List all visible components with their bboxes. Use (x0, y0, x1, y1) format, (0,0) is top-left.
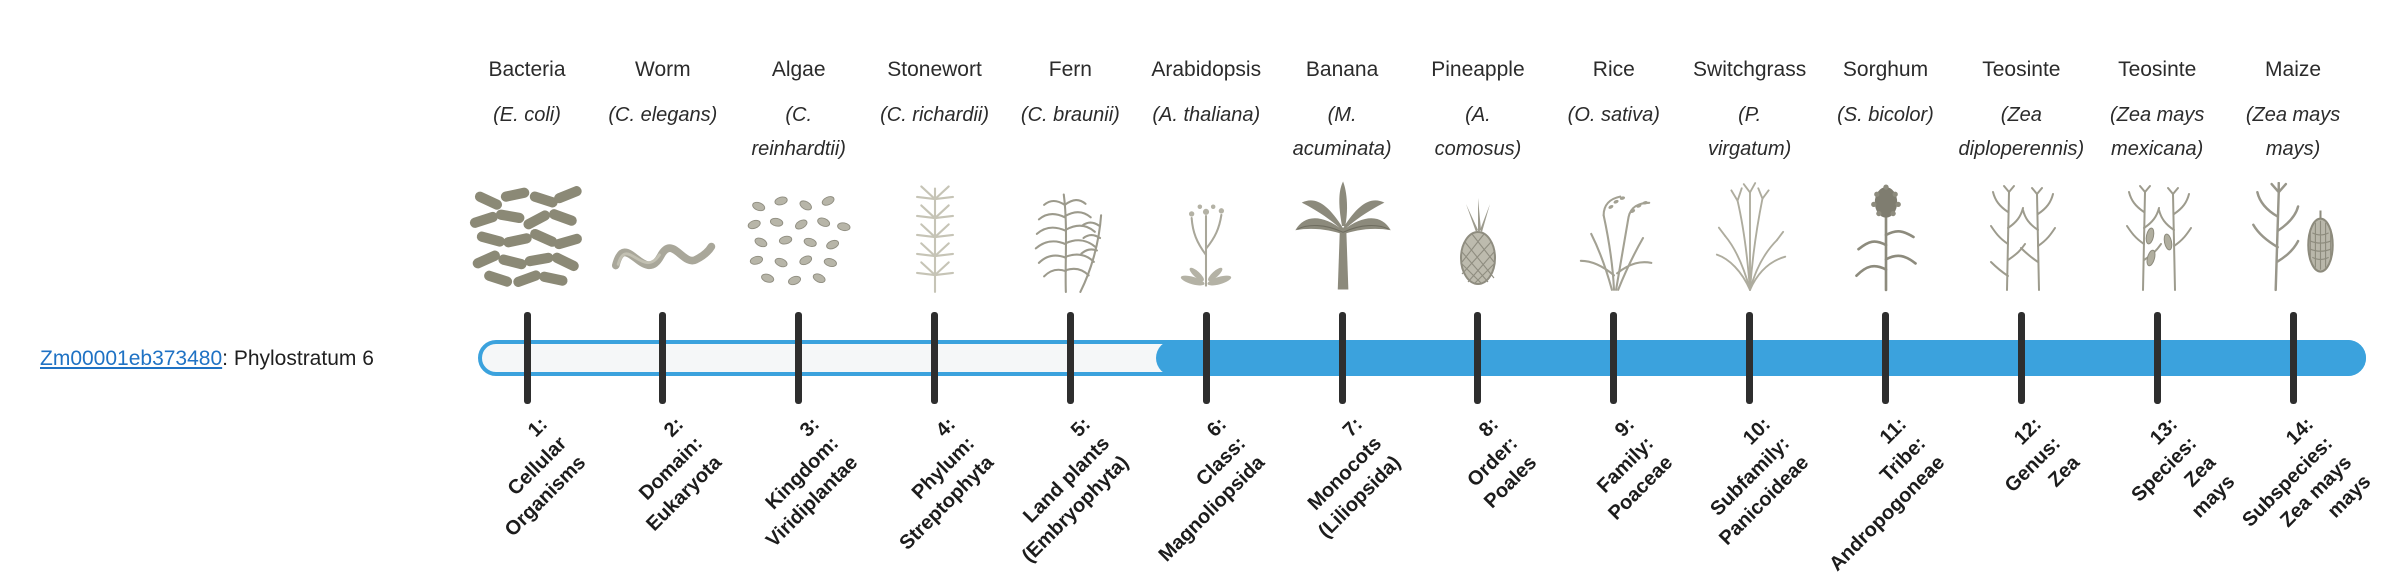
organism-name: Maize (2265, 58, 2322, 81)
stratum-tick (2289, 312, 2297, 404)
algae-icon (719, 168, 879, 294)
organism-name: Teosinte (1982, 58, 2061, 81)
scientific-name-line: (C. (785, 104, 813, 126)
bacteria-icon (447, 168, 607, 294)
organism-name: Banana (1305, 58, 1379, 81)
organism-name: Teosinte (2118, 58, 2197, 81)
scientific-name-line: (E. coli) (493, 104, 561, 126)
teosinte-mexicana-icon (2077, 168, 2237, 294)
organism-name: Arabidopsis (1151, 58, 1262, 81)
stratum-tick (1202, 312, 1210, 404)
stonewort-icon (855, 168, 1015, 294)
organism-scientific-name: (C. braunii) (960, 98, 1180, 132)
worm-icon (583, 168, 743, 294)
organism-scientific-name: (A. thaliana) (1096, 98, 1316, 132)
organism-scientific-name: (Zea mays mays) (2183, 98, 2400, 166)
maize-icon (2213, 168, 2373, 294)
gene-phylostratum-text: : Phylostratum 6 (222, 347, 374, 370)
stratum-tick (1066, 312, 1074, 404)
scientific-name-line: (M. (1327, 104, 1357, 126)
organism-name: Fern (1048, 58, 1092, 81)
organism-scientific-name: (P. virgatum) (1640, 98, 1860, 166)
stratum-tick (1746, 312, 1754, 404)
organism-scientific-name: (C. richardii) (825, 98, 1045, 132)
stratum-tick (2017, 312, 2025, 404)
sorghum-icon (1806, 168, 1966, 294)
stratum-tick (1338, 312, 1346, 404)
organism-scientific-name: (Zea diploperennis) (1911, 98, 2131, 166)
scientific-name-line: mays) (2265, 138, 2321, 160)
organism-name: Bacteria (488, 58, 566, 81)
gene-label: Zm00001eb373480: Phylostratum 6 (40, 346, 374, 371)
gene-id-link[interactable]: Zm00001eb373480 (40, 347, 223, 370)
teosinte-diploperennis-icon (1941, 168, 2101, 294)
organism-scientific-name: (E. coli) (417, 98, 637, 132)
organism-name: Sorghum (1842, 58, 1929, 81)
stratum-tick (1474, 312, 1482, 404)
rice-icon (1534, 168, 1694, 294)
scientific-name-line: (A. (1465, 104, 1491, 126)
stratum-tick (659, 312, 667, 404)
scientific-name-line: virgatum) (1707, 138, 1792, 160)
pineapple-icon (1398, 168, 1558, 294)
organism-scientific-name: (A. comosus) (1368, 98, 1588, 166)
scientific-name-line: (Zea mays (2245, 104, 2341, 126)
scientific-name-line: (C. braunii) (1020, 104, 1120, 126)
scientific-name-line: (A. thaliana) (1152, 104, 1261, 126)
scientific-name-line: (C. elegans) (608, 104, 718, 126)
organism-scientific-name: (S. bicolor) (1776, 98, 1996, 132)
switchgrass-icon (1670, 168, 1830, 294)
scientific-name-line: (Zea (2000, 104, 2042, 126)
banana-icon (1262, 168, 1422, 294)
stratum-tick (1610, 312, 1618, 404)
scientific-name-line: (O. sativa) (1567, 104, 1660, 126)
stratum-tick (523, 312, 531, 404)
stratum-tick (1882, 312, 1889, 404)
scientific-name-line: acuminata) (1292, 138, 1392, 160)
organism-scientific-name: (Zea mays mexicana) (2047, 98, 2267, 166)
arabidopsis-icon (1126, 168, 1286, 294)
organism-scientific-name: (C. reinhardtii) (689, 98, 909, 166)
organism-scientific-name: (O. sativa) (1504, 98, 1724, 132)
organism-scientific-name: (C. elegans) (553, 98, 773, 132)
stratum-tick (2153, 312, 2161, 404)
organism-name: Algae (771, 58, 826, 81)
scientific-name-line: mexicana) (2111, 138, 2204, 160)
scientific-name-line: (S. bicolor) (1837, 104, 1934, 126)
organism-scientific-name: (M. acuminata) (1232, 98, 1452, 166)
scientific-name-line: (Zea mays (2109, 104, 2205, 126)
organism-name: Rice (1592, 58, 1635, 81)
fern-icon (990, 168, 1150, 294)
organism-name: Stonewort (887, 58, 982, 81)
scientific-name-line: diploperennis) (1958, 138, 2085, 160)
scientific-name-line: (C. richardii) (880, 104, 989, 126)
scientific-name-line: reinhardtii) (751, 138, 846, 160)
organism-name: Worm (635, 58, 691, 81)
scientific-name-line: (P. (1738, 104, 1762, 126)
organism-name: Switchgrass (1693, 58, 1807, 81)
timeline-filled-range (1156, 340, 2366, 376)
stratum-tick (795, 312, 803, 404)
stratum-tick (931, 312, 939, 404)
scientific-name-line: comosus) (1434, 138, 1522, 160)
organism-name: Pineapple (1431, 58, 1525, 81)
